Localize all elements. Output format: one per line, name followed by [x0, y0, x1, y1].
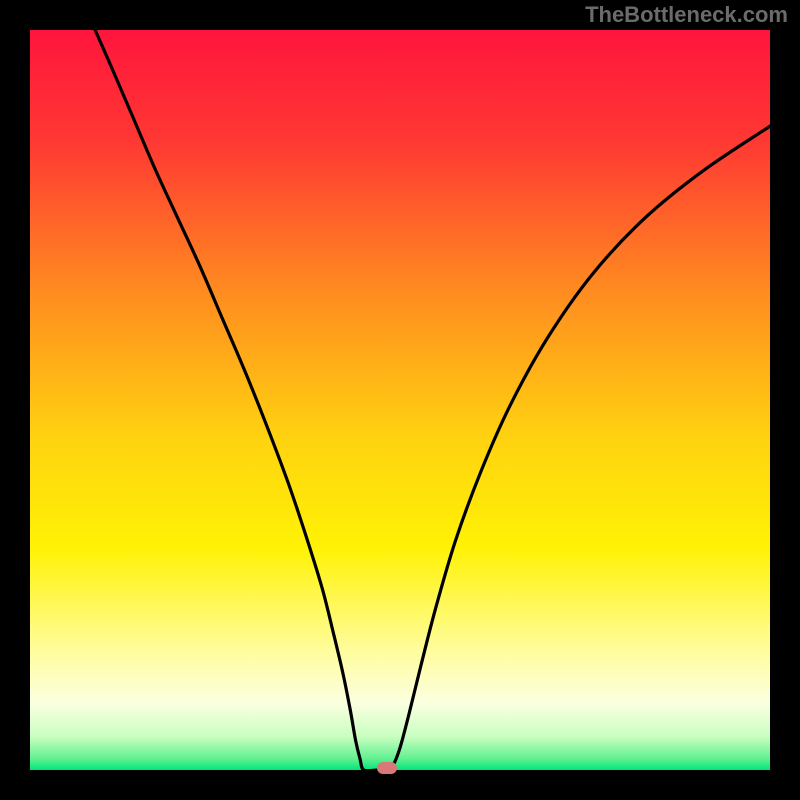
watermark-text: TheBottleneck.com [585, 2, 788, 28]
bottleneck-curve [30, 30, 770, 770]
minimum-marker [377, 762, 397, 774]
plot-area [30, 30, 770, 770]
chart-container: TheBottleneck.com [0, 0, 800, 800]
